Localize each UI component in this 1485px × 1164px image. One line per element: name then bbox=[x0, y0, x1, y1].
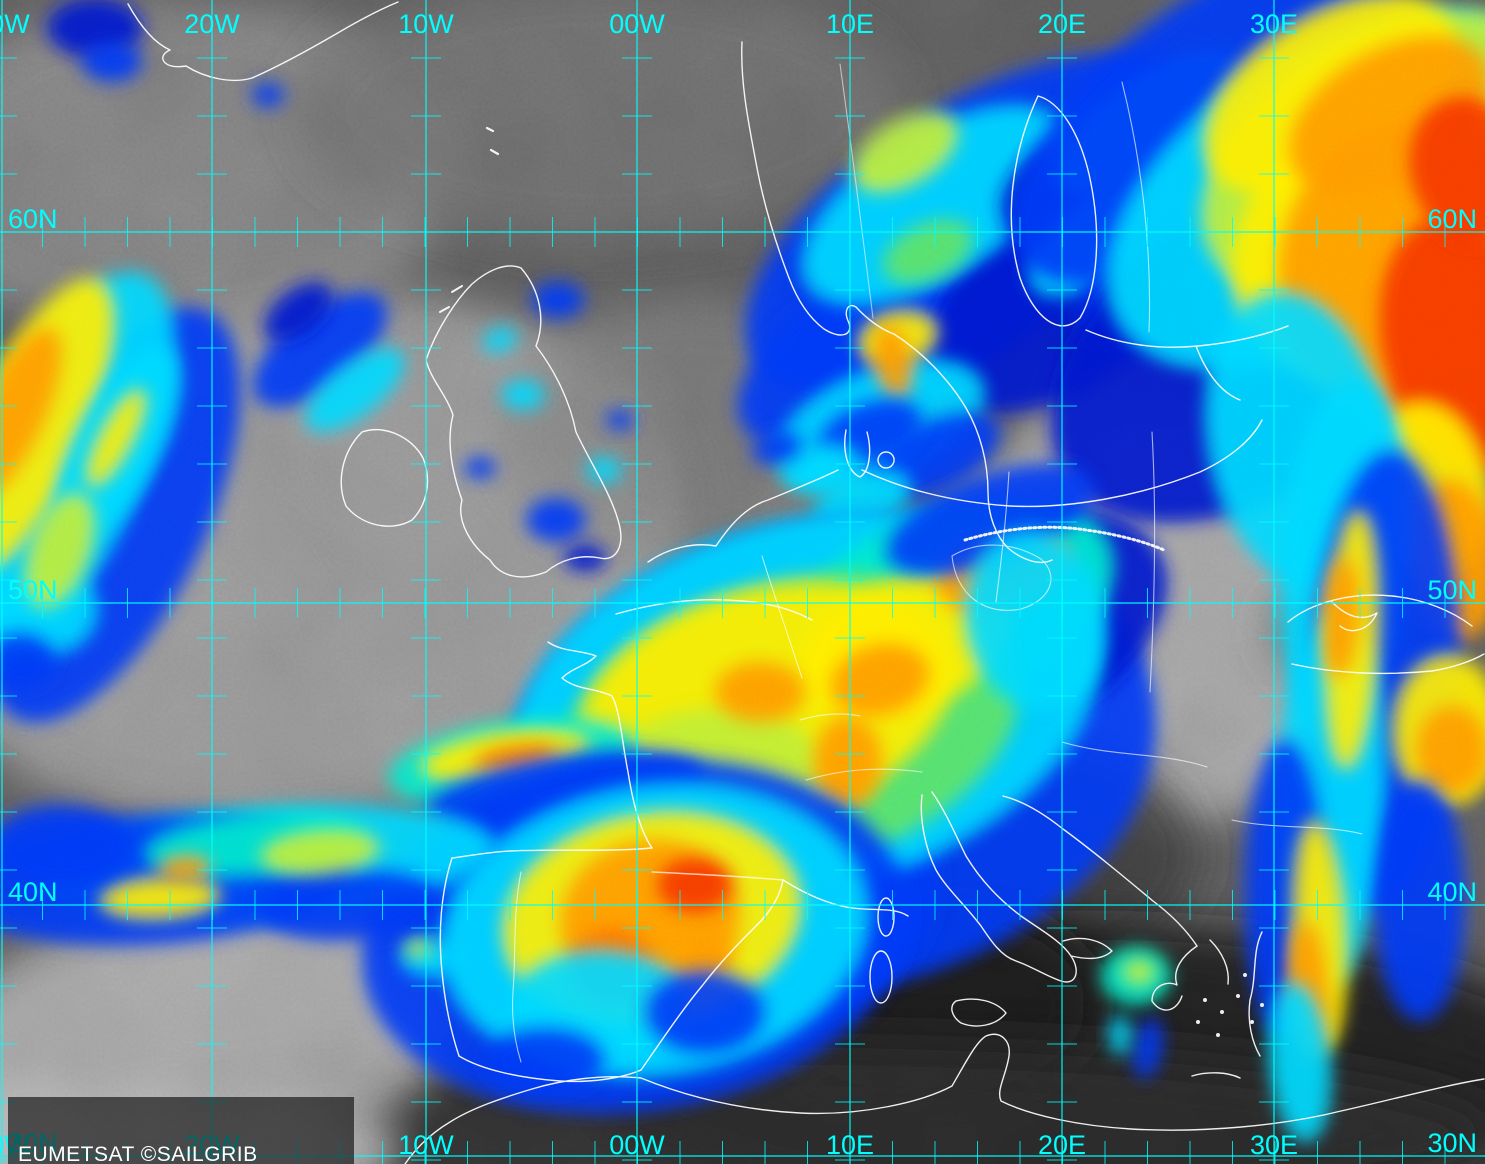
coastline-brittany-biscay bbox=[547, 641, 653, 849]
grid-labels-layer: 60N60N50N50N40N40N30N30N30W30W20W20W10W1… bbox=[0, 9, 1477, 1160]
coastline-north-africa bbox=[404, 1033, 1485, 1164]
grid-label-bottom-10E: 10E bbox=[826, 1130, 874, 1160]
coastline-aegean-islands bbox=[1196, 973, 1264, 1037]
grid-label-right-30N: 30N bbox=[1427, 1128, 1477, 1158]
grid-label-top-20E: 20E bbox=[1038, 9, 1086, 39]
attribution-source: EUMETSAT ©SAILGRIB bbox=[18, 1143, 258, 1164]
grid-label-top-30E: 30E bbox=[1250, 9, 1298, 39]
coastline-portugal bbox=[439, 857, 460, 1057]
grid-label-top-10E: 10E bbox=[826, 9, 874, 39]
grid-label-right-60N: 60N bbox=[1427, 204, 1477, 234]
coastline-gulf-of-finland bbox=[1085, 325, 1289, 348]
coastline-black-sea bbox=[1287, 594, 1485, 675]
grid-label-top-10W: 10W bbox=[398, 9, 454, 39]
coastline-netherlands bbox=[647, 469, 839, 563]
coastline-great-britain bbox=[425, 265, 622, 578]
grid-label-bottom-30E: 30E bbox=[1250, 1130, 1298, 1160]
coastline-crimea bbox=[1331, 601, 1378, 632]
grid-label-right-50N: 50N bbox=[1427, 575, 1477, 605]
coastlines-layer bbox=[127, 1, 1485, 1164]
grid-label-right-40N: 40N bbox=[1427, 877, 1477, 907]
coastline-iberia-north bbox=[451, 847, 653, 859]
coastline-gulf-of-bothnia bbox=[1010, 95, 1098, 327]
coastline-baltic-south bbox=[861, 419, 1263, 508]
coastline-norway bbox=[741, 41, 895, 336]
border-norway-sweden bbox=[839, 63, 874, 319]
grid-label-bottom-20E: 20E bbox=[1038, 1130, 1086, 1160]
grid-label-left-50N: 50N bbox=[8, 575, 58, 605]
coastline-denmark bbox=[844, 429, 895, 478]
coastline-crete bbox=[1191, 1072, 1241, 1079]
coastline-stockholm-archipelago bbox=[963, 525, 1166, 552]
coastline-channel-france bbox=[615, 598, 813, 621]
grid-label-top-20W: 20W bbox=[184, 9, 240, 39]
grid-label-left-40N: 40N bbox=[8, 877, 58, 907]
coastline-turkey-west bbox=[1248, 931, 1263, 1057]
grid-label-top-00W: 00W bbox=[609, 9, 665, 39]
coastline-estonia bbox=[1195, 345, 1241, 401]
coastline-iberia-east bbox=[640, 879, 784, 1071]
coastline-sardinia bbox=[869, 950, 893, 1004]
border-pyrenees bbox=[651, 871, 784, 881]
grid-label-left-60N: 60N bbox=[8, 204, 58, 234]
coastline-greece bbox=[1151, 939, 1229, 1011]
coastline-faroe bbox=[485, 126, 500, 156]
grid-label-top-30W: 30W bbox=[0, 9, 30, 39]
coastline-ireland bbox=[340, 428, 429, 527]
coastline-italy-heel bbox=[1062, 937, 1113, 960]
coastline-iceland bbox=[127, 1, 399, 81]
coastline-italy bbox=[920, 791, 1077, 983]
coastline-sicily bbox=[951, 998, 1007, 1027]
coastline-hebrides bbox=[439, 285, 463, 313]
coastline-adriatic-balkans bbox=[1002, 795, 1198, 947]
coastline-sweden-baltic bbox=[893, 333, 1053, 564]
attribution-box: EUMETSAT ©SAILGRIB VALID: 24 NOV 2025 04… bbox=[8, 1097, 354, 1164]
grid-label-bottom-00W: 00W bbox=[609, 1130, 665, 1160]
coastline-corsica bbox=[877, 897, 895, 937]
grid-label-bottom-10W: 10W bbox=[398, 1130, 454, 1160]
country-borders bbox=[512, 81, 1363, 1063]
